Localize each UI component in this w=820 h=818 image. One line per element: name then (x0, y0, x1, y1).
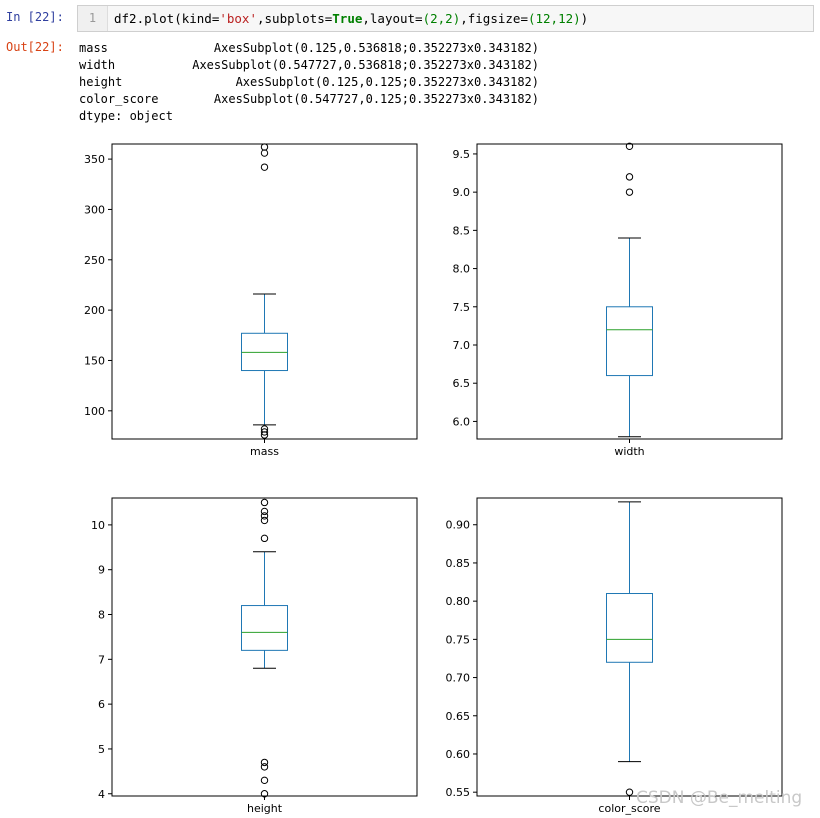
flier-point (260, 758, 269, 767)
y-tick-label: 10 (91, 519, 105, 532)
y-tick-label: 250 (84, 254, 105, 267)
x-tick-label-height: height (247, 802, 283, 815)
code-figsize-value: (12,12) (527, 11, 581, 26)
output-row-name: width (79, 58, 116, 72)
code-close: ) (580, 11, 589, 26)
y-tick-label: 0.90 (446, 519, 471, 532)
watermark: CSDN @Be_melting (636, 788, 803, 808)
flier-point (260, 428, 269, 436)
flier-point (625, 173, 634, 181)
output-text: mass AxesSubplot(0.125,0.536818;0.352273… (79, 40, 539, 125)
y-tick-label: 7.5 (453, 301, 471, 314)
output-row-value: AxesSubplot(0.125,0.536818;0.352273x0.34… (213, 41, 539, 55)
y-tick-label: 0.80 (446, 595, 471, 608)
y-tick-label: 150 (84, 354, 105, 367)
box-iqr (606, 593, 653, 663)
y-tick-label: 5 (98, 743, 105, 756)
code-fn: df2.plot(kind= (114, 11, 220, 26)
y-tick-label: 0.70 (446, 672, 471, 685)
y-tick-label: 9.5 (453, 148, 471, 161)
code-line[interactable]: df2.plot(kind='box',subplots=True,layout… (114, 6, 588, 31)
y-tick-label: 9 (98, 564, 105, 577)
code-subplots-label: ,subplots= (257, 11, 333, 26)
flier-point (260, 516, 269, 525)
output-row-name: mass (79, 41, 108, 55)
output-row: color_score AxesSubplot(0.547727,0.125;0… (79, 91, 539, 108)
y-tick-label: 200 (84, 304, 105, 317)
input-prompt: In [22]: (6, 10, 64, 24)
output-dtype: dtype: object (79, 108, 539, 125)
flier-point (260, 163, 269, 171)
y-tick-label: 8.0 (453, 263, 471, 276)
flier-point (260, 507, 269, 516)
line-number: 1 (78, 6, 108, 31)
y-tick-label: 100 (84, 405, 105, 418)
code-figsize-label: ,figsize= (460, 11, 528, 26)
flier-point (260, 143, 269, 151)
output-row-value: AxesSubplot(0.547727,0.536818;0.352273x0… (192, 58, 539, 72)
y-tick-label: 350 (84, 153, 105, 166)
box-iqr (606, 306, 653, 377)
code-subplots-value: True (332, 11, 363, 26)
output-prompt: Out[22]: (6, 40, 64, 54)
y-tick-label: 8 (98, 609, 105, 622)
box-iqr (241, 332, 288, 372)
y-tick-label: 6 (98, 698, 105, 711)
output-dtype-text: dtype: object (79, 109, 173, 123)
y-tick-label: 9.0 (453, 186, 471, 199)
y-tick-label: 7.0 (453, 339, 471, 352)
flier-point (260, 512, 269, 520)
flier-point (625, 188, 634, 196)
y-tick-label: 6.5 (453, 377, 471, 390)
output-row: mass AxesSubplot(0.125,0.536818;0.352273… (79, 40, 539, 57)
code-kind-value: 'box' (219, 11, 257, 26)
x-tick-label-mass: mass (250, 445, 279, 458)
y-tick-label: 7 (98, 653, 105, 666)
output-row-name: color_score (79, 92, 159, 106)
y-tick-label: 300 (84, 203, 105, 216)
flier-point (260, 498, 269, 507)
x-tick-label-width: width (614, 445, 644, 458)
box-iqr (241, 605, 288, 651)
flier-point (260, 149, 269, 157)
code-layout-value: (2,2) (422, 11, 461, 26)
y-tick-label: 0.85 (446, 557, 471, 570)
output-row-name: height (79, 75, 123, 89)
flier-point (625, 142, 634, 150)
y-tick-label: 6.0 (453, 415, 471, 428)
output-row: width AxesSubplot(0.547727,0.536818;0.35… (79, 57, 539, 74)
output-row-value: AxesSubplot(0.547727,0.125;0.352273x0.34… (213, 92, 539, 106)
flier-point (260, 776, 269, 785)
flier-point (260, 763, 269, 771)
y-tick-label: 4 (98, 788, 105, 801)
y-tick-label: 0.60 (446, 748, 471, 761)
output-row-value: AxesSubplot(0.125,0.125;0.352273x0.34318… (235, 75, 539, 89)
flier-point (260, 534, 269, 543)
y-tick-label: 0.55 (446, 786, 471, 799)
axes-frame-height (111, 497, 418, 797)
y-tick-label: 0.65 (446, 710, 471, 723)
x-tick-label-color-score: color_score (598, 802, 660, 815)
flier-point (625, 788, 634, 796)
code-cell[interactable]: 1 df2.plot(kind='box',subplots=True,layo… (77, 5, 814, 32)
code-layout-label: ,layout= (362, 11, 423, 26)
output-row: height AxesSubplot(0.125,0.125;0.352273x… (79, 74, 539, 91)
y-tick-label: 0.75 (446, 633, 471, 646)
y-tick-label: 8.5 (453, 224, 471, 237)
flier-point (260, 425, 269, 433)
